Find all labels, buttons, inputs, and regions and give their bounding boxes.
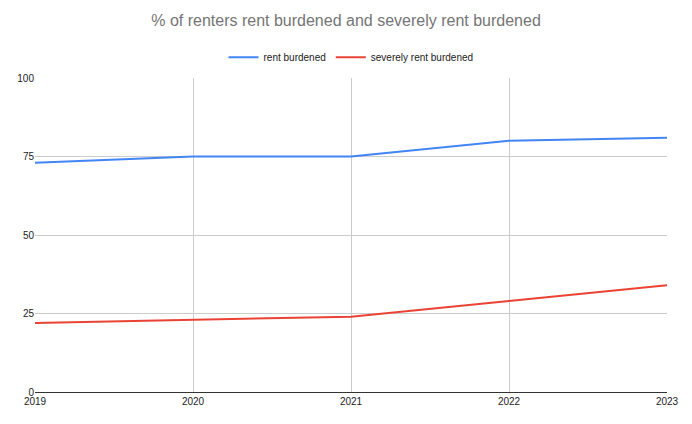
svg-text:severely rent burdened: severely rent burdened <box>371 52 473 63</box>
svg-text:2022: 2022 <box>498 396 521 407</box>
svg-text:2023: 2023 <box>656 396 679 407</box>
svg-text:75: 75 <box>23 151 35 162</box>
svg-text:0: 0 <box>28 387 34 398</box>
svg-text:25: 25 <box>23 308 35 319</box>
svg-text:50: 50 <box>23 230 35 241</box>
svg-text:2021: 2021 <box>340 396 363 407</box>
svg-text:2019: 2019 <box>24 396 47 407</box>
svg-text:100: 100 <box>17 73 34 84</box>
svg-text:% of renters rent burdened and: % of renters rent burdened and severely … <box>151 12 541 29</box>
svg-text:2020: 2020 <box>182 396 205 407</box>
svg-text:rent burdened: rent burdened <box>264 52 326 63</box>
